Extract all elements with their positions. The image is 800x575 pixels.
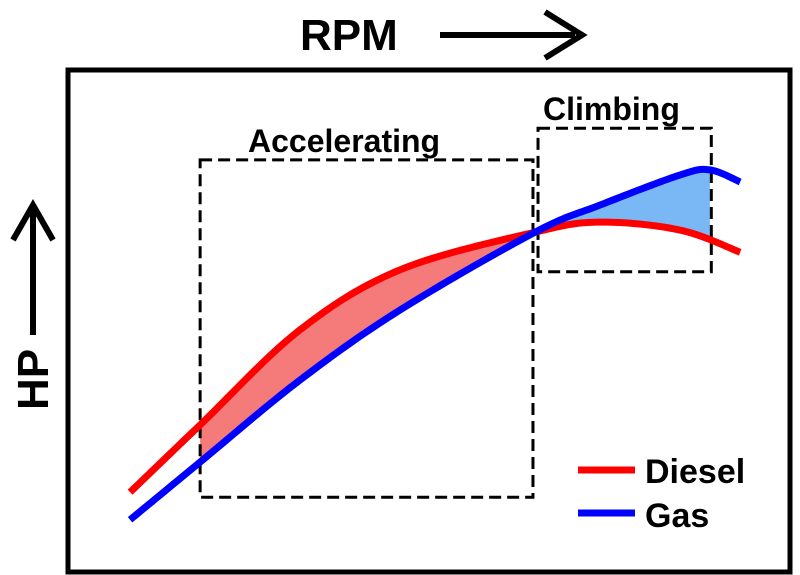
legend-diesel-label: Diesel bbox=[645, 453, 745, 491]
y-axis-label: HP bbox=[9, 349, 58, 410]
region-fill-accelerating bbox=[200, 232, 536, 463]
plot-frame bbox=[65, 67, 793, 575]
region-label-accelerating: Accelerating bbox=[248, 123, 440, 159]
x-axis-arrow-icon bbox=[440, 9, 588, 61]
legend-gas-label: Gas bbox=[645, 497, 709, 535]
region-box-climbing bbox=[536, 126, 713, 274]
legend: Diesel Gas bbox=[578, 453, 745, 535]
region-label-climbing: Climbing bbox=[543, 91, 680, 127]
series-line-diesel bbox=[127, 218, 743, 495]
series-line-gas bbox=[127, 165, 743, 523]
x-axis-label: RPM bbox=[300, 11, 398, 60]
y-axis-arrow-icon bbox=[10, 198, 56, 335]
region-box-accelerating bbox=[198, 158, 535, 499]
